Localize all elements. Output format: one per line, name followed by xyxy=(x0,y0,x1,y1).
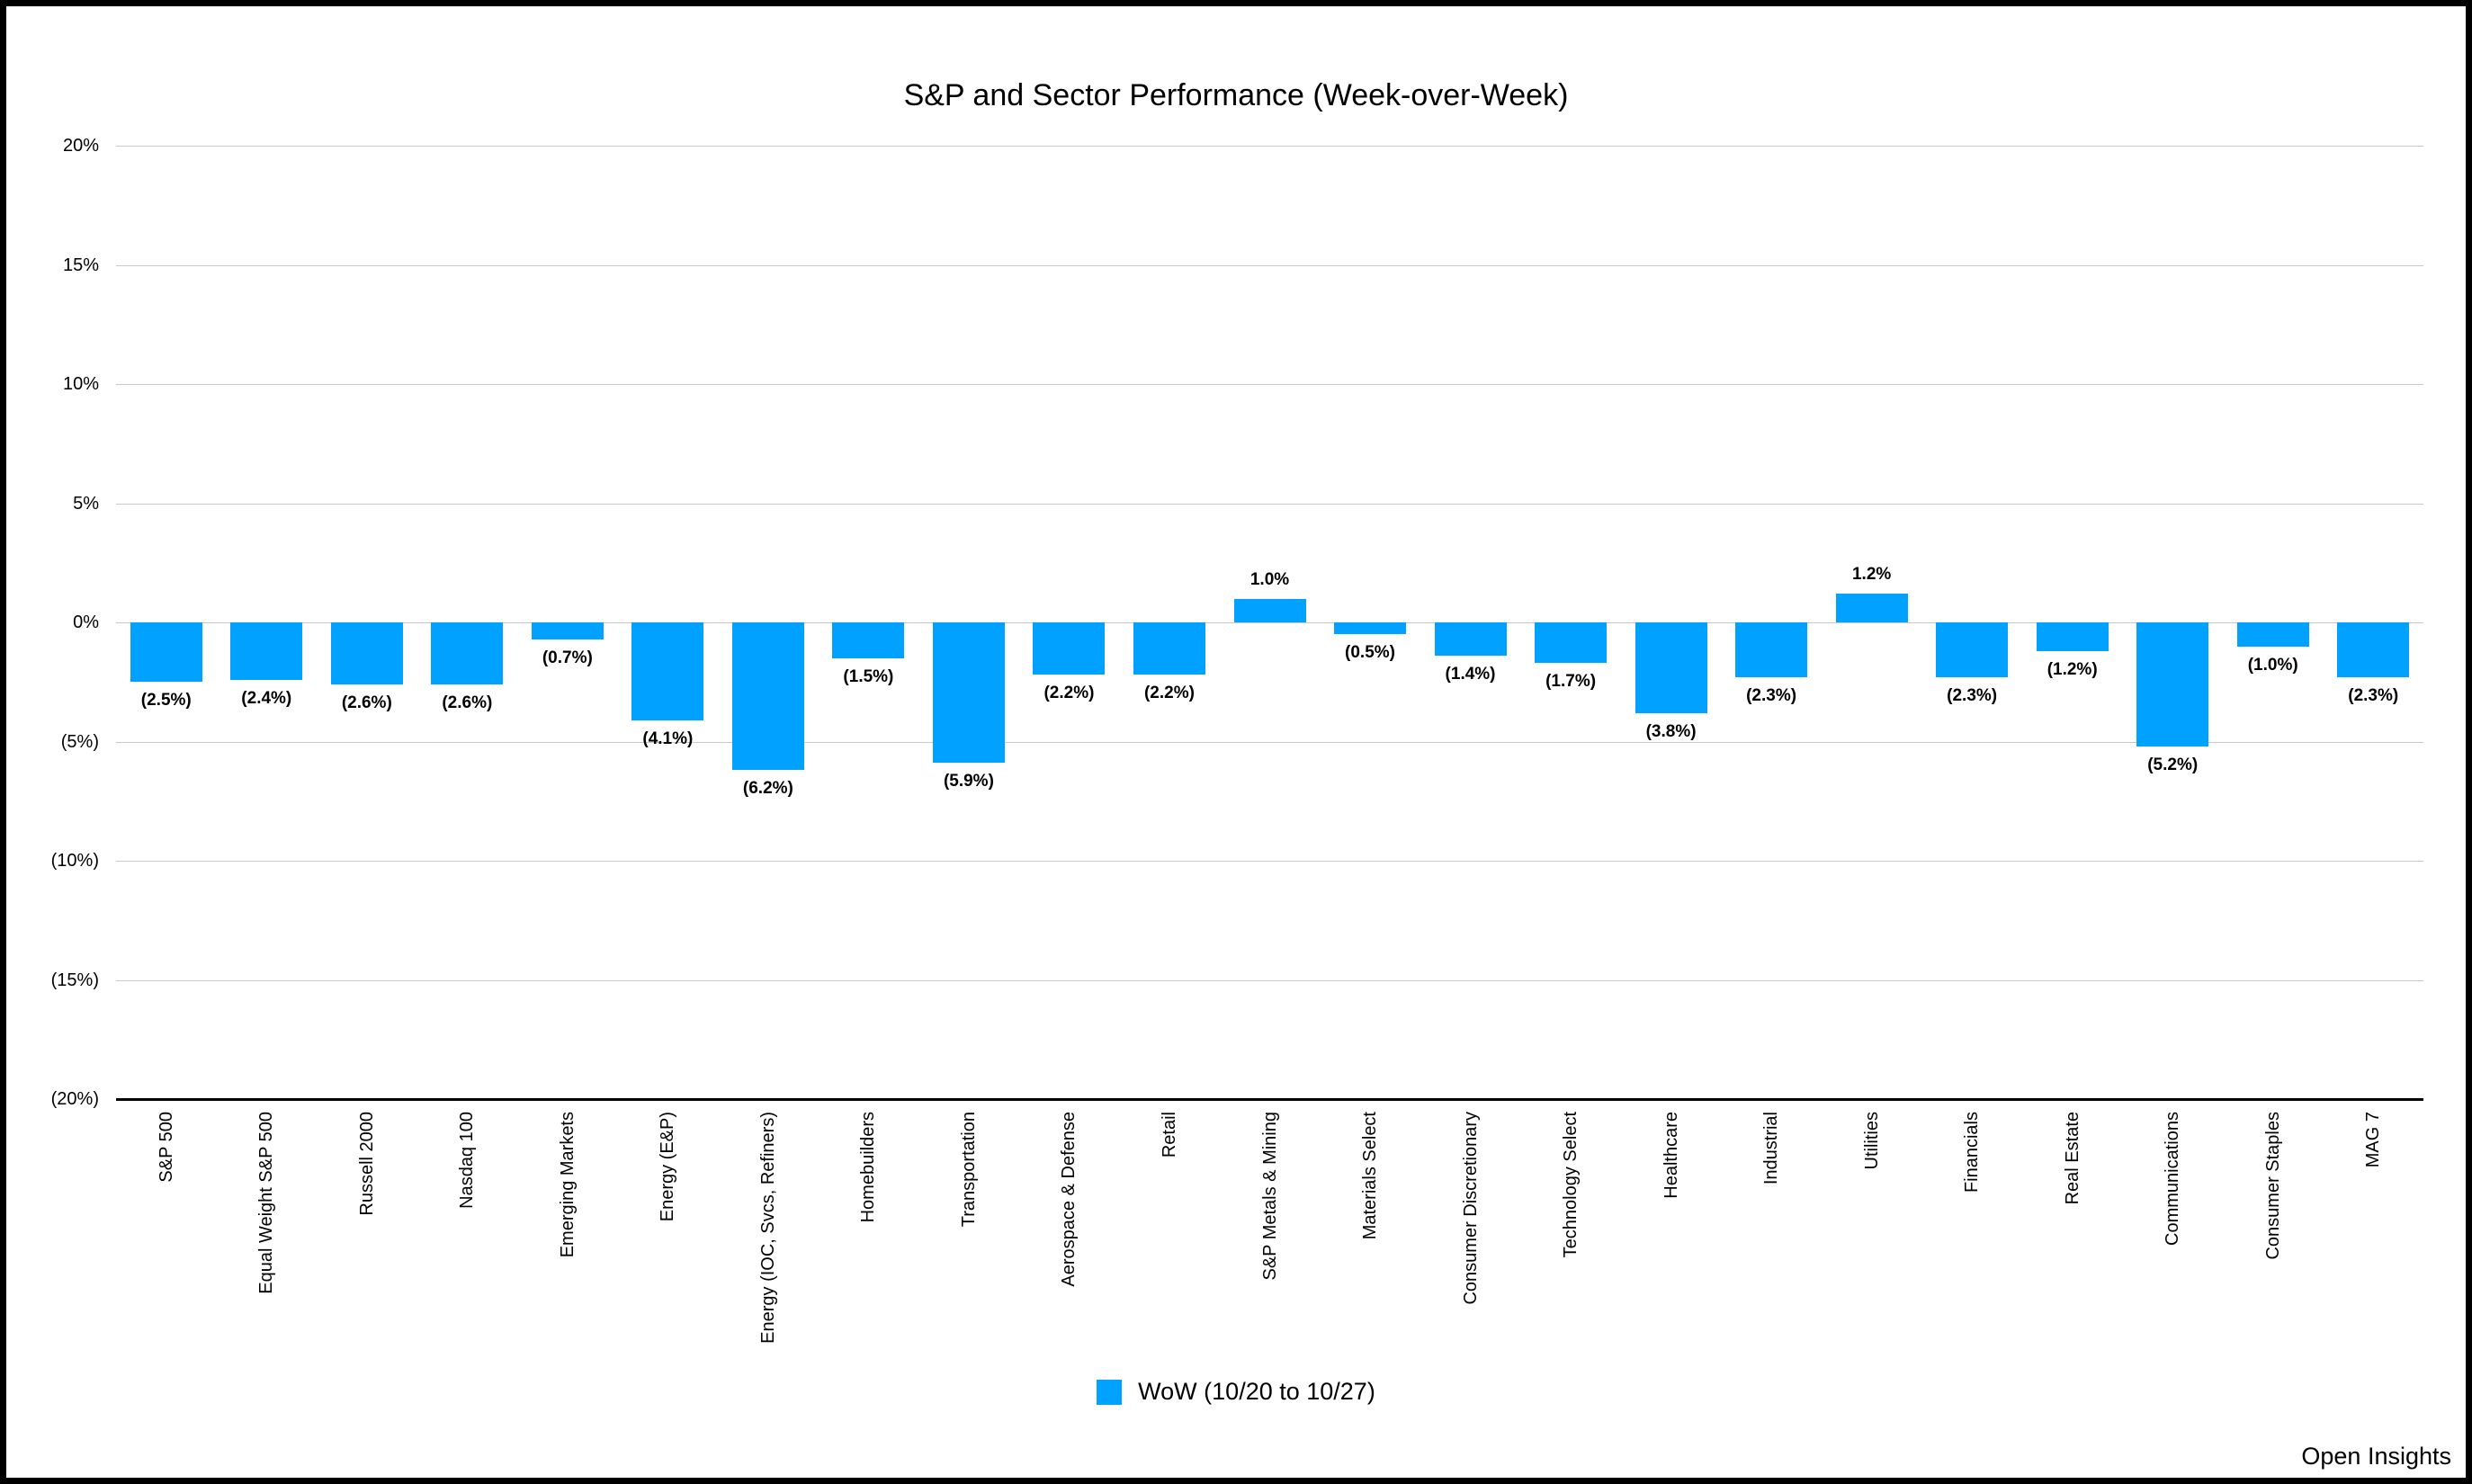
legend-label: WoW (10/20 to 10/27) xyxy=(1138,1378,1375,1405)
x-category-label: Transportation xyxy=(958,1112,979,1228)
bar xyxy=(1835,594,1908,622)
legend-swatch xyxy=(1097,1379,1123,1405)
bar-value-label: (2.6%) xyxy=(442,693,493,712)
bar xyxy=(1535,622,1608,664)
x-category-label: Homebuilders xyxy=(858,1112,879,1223)
bar xyxy=(330,622,403,684)
y-tick-label: 0% xyxy=(73,612,99,632)
y-tick-label: 5% xyxy=(73,493,99,514)
legend: WoW (10/20 to 10/27) xyxy=(6,1378,2466,1406)
bar xyxy=(1233,598,1306,622)
gridline xyxy=(116,622,2423,623)
x-category-label: Consumer Staples xyxy=(2262,1112,2283,1260)
bar-value-label: (2.4%) xyxy=(241,688,292,708)
x-category-label: Russell 2000 xyxy=(356,1112,377,1216)
bar xyxy=(1434,622,1507,657)
bar-value-label: (1.0%) xyxy=(2247,655,2298,675)
gridline xyxy=(116,979,2423,981)
bar-value-label: (0.5%) xyxy=(1345,643,1395,663)
bar xyxy=(531,622,604,639)
x-category-label: Communications xyxy=(2163,1112,2183,1246)
watermark-open-insights: Open Insights xyxy=(2301,1443,2451,1470)
x-category-label: Retail xyxy=(1159,1112,1179,1158)
x-category-label: Utilities xyxy=(1861,1112,1882,1170)
bar-value-label: 1.0% xyxy=(1249,569,1290,589)
x-category-label: Equal Weight S&P 500 xyxy=(256,1112,277,1294)
gridline xyxy=(116,861,2423,862)
x-category-label: Healthcare xyxy=(1661,1112,1681,1199)
x-category-label: Real Estate xyxy=(2062,1112,2082,1205)
x-category-label: S&P 500 xyxy=(156,1112,176,1183)
bar-value-label: (2.2%) xyxy=(1143,684,1195,703)
gridline xyxy=(116,741,2423,743)
bar-value-label: (6.2%) xyxy=(742,779,793,799)
bar-value-label: 1.2% xyxy=(1851,565,1892,585)
bar xyxy=(932,622,1005,764)
x-category-label: Aerospace & Defense xyxy=(1059,1112,1079,1287)
gridline xyxy=(116,146,2423,147)
bar-value-label: (2.5%) xyxy=(140,691,192,711)
bar xyxy=(2136,622,2209,746)
bar xyxy=(1635,622,1707,713)
bar-value-label: (3.8%) xyxy=(1645,721,1697,741)
bar xyxy=(431,622,504,684)
y-tick-label: 10% xyxy=(62,374,99,394)
x-category-label: MAG 7 xyxy=(2363,1112,2384,1168)
y-tick-label: 15% xyxy=(62,255,99,275)
x-category-label: Materials Select xyxy=(1360,1112,1381,1240)
bar-value-label: (1.4%) xyxy=(1445,665,1496,684)
x-category-label: Energy (IOC, Svcs, Refiners) xyxy=(757,1112,778,1344)
x-category-label: Emerging Markets xyxy=(557,1112,578,1258)
bar xyxy=(1936,622,2009,677)
bar xyxy=(2236,622,2309,647)
gridline xyxy=(116,503,2423,505)
bar-value-label: (2.2%) xyxy=(1043,684,1095,703)
bar-value-label: (0.7%) xyxy=(542,648,593,667)
bar-value-label: (5.9%) xyxy=(943,772,994,791)
y-tick-label: (20%) xyxy=(50,1089,99,1109)
x-category-label: Nasdaq 100 xyxy=(457,1112,478,1209)
bar-value-label: (1.7%) xyxy=(1545,672,1597,692)
bar-value-label: (2.3%) xyxy=(1947,685,1998,705)
y-tick-label: 20% xyxy=(62,136,99,156)
y-tick-label: (5%) xyxy=(60,731,99,752)
bar-value-label: (1.2%) xyxy=(2047,659,2098,679)
gridline xyxy=(116,384,2423,385)
gridline xyxy=(116,264,2423,266)
x-category-label: Consumer Discretionary xyxy=(1460,1112,1481,1305)
bar-value-label: (2.6%) xyxy=(341,693,392,712)
x-category-label: Industrial xyxy=(1761,1112,1782,1185)
bar-value-label: (2.3%) xyxy=(1746,685,1797,705)
x-category-label: S&P Metals & Mining xyxy=(1259,1112,1280,1281)
bar xyxy=(1334,622,1407,635)
bar xyxy=(631,622,704,720)
bar xyxy=(1133,622,1205,675)
bar-value-label: (4.1%) xyxy=(642,729,694,748)
bar xyxy=(230,622,303,680)
y-tick-label: (15%) xyxy=(50,970,99,990)
bar-value-label: (2.3%) xyxy=(2348,685,2399,705)
bar xyxy=(2337,622,2410,677)
bar xyxy=(731,622,804,771)
bar xyxy=(832,622,905,658)
chart-title: S&P and Sector Performance (Week-over-We… xyxy=(903,78,1569,112)
bar xyxy=(1033,622,1106,675)
bar-value-label: (1.5%) xyxy=(843,666,894,686)
bar xyxy=(1735,622,1808,677)
bar xyxy=(2036,622,2109,651)
x-category-label: Technology Select xyxy=(1561,1112,1581,1258)
x-category-label: Financials xyxy=(1962,1112,1983,1193)
bar xyxy=(130,622,202,683)
x-category-label: Energy (E&P) xyxy=(658,1112,678,1222)
x-axis-line xyxy=(116,1098,2423,1101)
y-tick-label: (10%) xyxy=(50,851,99,871)
bar-value-label: (5.2%) xyxy=(2147,755,2199,774)
